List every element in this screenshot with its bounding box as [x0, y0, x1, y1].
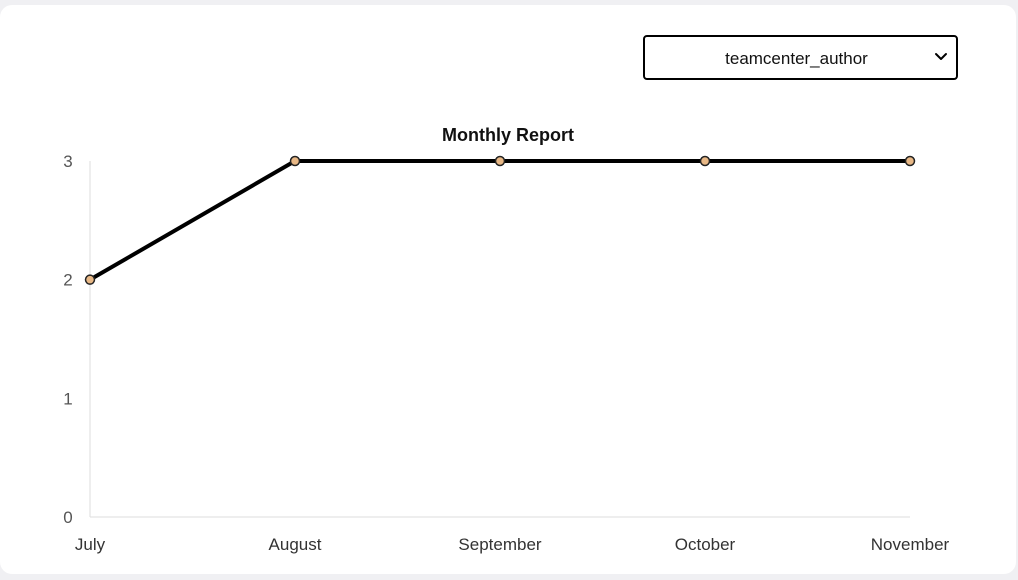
- chart-card: [0, 5, 1016, 574]
- chart-axes: [89, 161, 910, 518]
- author-select-value: teamcenter_author: [725, 49, 868, 68]
- data-point: [904, 155, 916, 167]
- x-tick-label: October: [675, 535, 736, 554]
- y-tick-label: 2: [63, 271, 72, 290]
- chart-title: Monthly Report: [442, 125, 574, 145]
- chevron-down-icon: [935, 53, 947, 60]
- y-tick-label: 1: [63, 389, 72, 408]
- y-tick-label: 3: [63, 152, 72, 171]
- author-select[interactable]: teamcenter_author: [643, 35, 958, 80]
- x-tick-label: November: [871, 535, 950, 554]
- data-point: [84, 274, 96, 285]
- data-point: [494, 155, 506, 167]
- series-line: [88, 159, 912, 282]
- y-tick-label: 0: [63, 508, 72, 527]
- data-point: [699, 155, 711, 167]
- x-tick-label: August: [269, 535, 322, 554]
- x-axis-ticks: July August September October November: [75, 535, 950, 554]
- chart-series: [84, 155, 916, 285]
- data-point: [289, 155, 301, 167]
- x-tick-label: September: [458, 535, 541, 554]
- y-axis-ticks: 0 1 2 3: [63, 152, 72, 527]
- x-tick-label: July: [75, 535, 106, 554]
